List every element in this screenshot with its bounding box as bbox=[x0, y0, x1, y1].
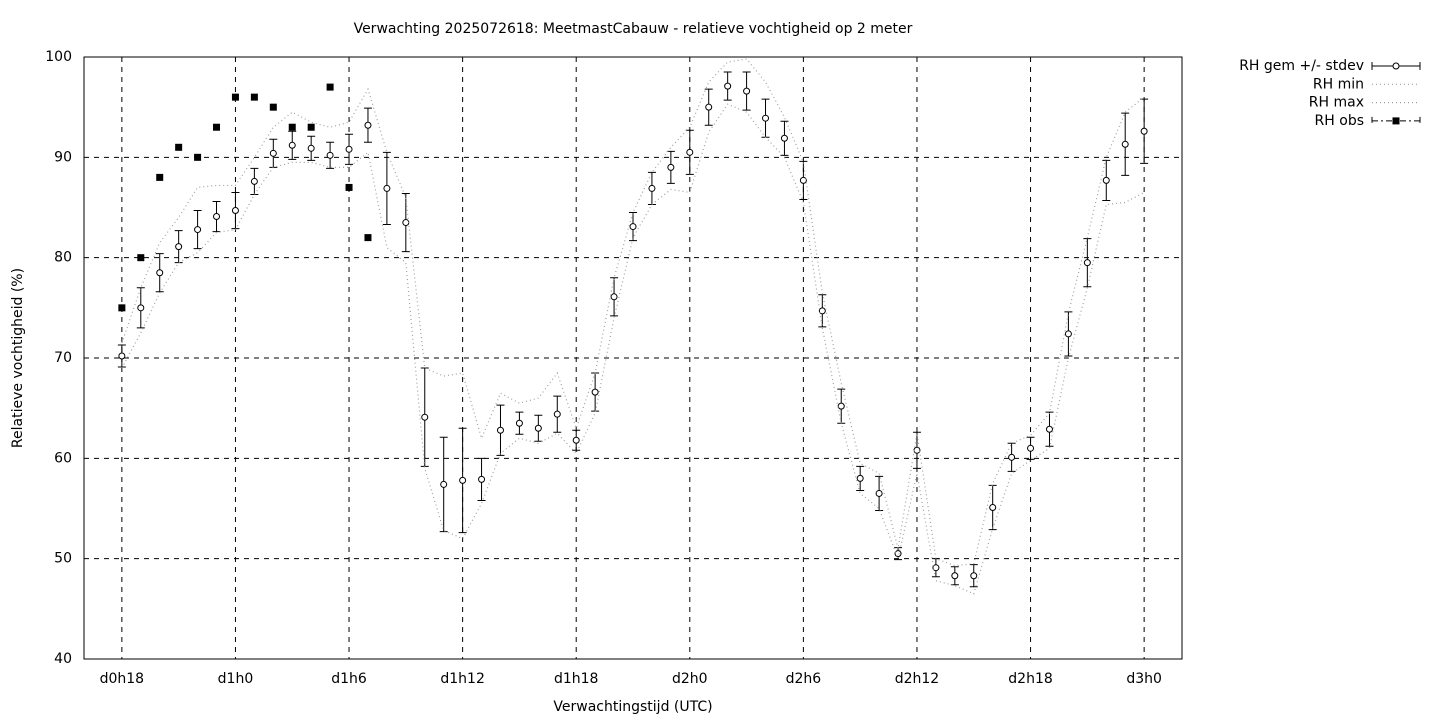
mean-point bbox=[269, 149, 277, 157]
obs-point bbox=[137, 254, 145, 262]
range-line bbox=[121, 58, 1145, 567]
mean-point bbox=[667, 163, 675, 171]
y-tick-label: 50 bbox=[54, 551, 72, 567]
mean-point bbox=[402, 219, 410, 227]
obs-point bbox=[194, 153, 202, 161]
mean-point bbox=[383, 184, 391, 192]
obs-point bbox=[326, 83, 334, 91]
mean-point bbox=[459, 476, 467, 484]
mean-point bbox=[743, 87, 751, 95]
obs-point bbox=[231, 93, 239, 101]
obs-point bbox=[175, 143, 183, 151]
y-axis-label: Relatieve vochtigheid (%) bbox=[10, 268, 26, 448]
mean-point bbox=[156, 269, 164, 277]
x-axis-label: Verwachtingstijd (UTC) bbox=[553, 699, 712, 715]
y-tick-label: 80 bbox=[54, 250, 72, 266]
x-tick-label: d1h0 bbox=[218, 671, 254, 687]
mean-point bbox=[610, 293, 618, 301]
mean-point bbox=[534, 424, 542, 432]
obs-point bbox=[250, 93, 258, 101]
mean-point bbox=[1008, 453, 1016, 461]
y-tick-label: 90 bbox=[54, 149, 72, 165]
mean-point bbox=[799, 176, 807, 184]
mean-point bbox=[421, 413, 429, 421]
x-tick-label: d2h12 bbox=[895, 671, 939, 687]
mean-point bbox=[762, 114, 770, 122]
x-tick-label: d2h18 bbox=[1008, 671, 1052, 687]
obs-point bbox=[288, 123, 296, 131]
y-tick-label: 100 bbox=[45, 49, 72, 65]
range-line bbox=[121, 103, 1145, 595]
mean-point bbox=[1083, 259, 1091, 267]
mean-point bbox=[175, 243, 183, 251]
mean-point bbox=[440, 480, 448, 488]
mean-point bbox=[231, 207, 239, 215]
legend-label: RH obs bbox=[1315, 113, 1364, 129]
mean-point bbox=[894, 550, 902, 558]
mean-point bbox=[724, 82, 732, 90]
y-tick-label: 70 bbox=[54, 350, 72, 366]
mean-point bbox=[118, 352, 126, 360]
mean-point bbox=[213, 213, 221, 221]
mean-point bbox=[591, 388, 599, 396]
mean-point bbox=[818, 307, 826, 315]
mean-point bbox=[496, 426, 504, 434]
mean-point bbox=[913, 446, 921, 454]
mean-point bbox=[875, 489, 883, 497]
x-tick-label: d1h18 bbox=[554, 671, 598, 687]
mean-point bbox=[686, 148, 694, 156]
obs-point bbox=[213, 123, 221, 131]
plot-frame bbox=[83, 56, 1183, 660]
obs-point bbox=[364, 234, 372, 242]
x-tick-label: d3h0 bbox=[1126, 671, 1162, 687]
mean-point bbox=[1102, 176, 1110, 184]
x-tick-label: d1h12 bbox=[440, 671, 484, 687]
x-tick-label: d2h0 bbox=[672, 671, 708, 687]
obs-point bbox=[307, 123, 315, 131]
mean-point bbox=[970, 572, 978, 580]
legend-marker bbox=[1392, 62, 1400, 70]
mean-point bbox=[553, 410, 561, 418]
legend-label: RH gem +/- stdev bbox=[1239, 58, 1364, 74]
x-tick-label: d0h18 bbox=[100, 671, 144, 687]
chart-title: Verwachting 2025072618: MeetmastCabauw -… bbox=[354, 21, 913, 37]
mean-point bbox=[1045, 425, 1053, 433]
mean-point bbox=[572, 436, 580, 444]
mean-point bbox=[1064, 330, 1072, 338]
mean-point bbox=[1027, 444, 1035, 452]
obs-point bbox=[156, 173, 164, 181]
y-tick-label: 60 bbox=[54, 450, 72, 466]
mean-point bbox=[951, 572, 959, 580]
mean-point bbox=[629, 223, 637, 231]
x-tick-label: d2h6 bbox=[786, 671, 822, 687]
mean-point bbox=[515, 419, 523, 427]
mean-point bbox=[478, 475, 486, 483]
x-tick-label: d1h6 bbox=[331, 671, 367, 687]
legend-label: RH min bbox=[1313, 76, 1364, 92]
legend-label: RH max bbox=[1309, 95, 1364, 111]
mean-point bbox=[989, 503, 997, 511]
mean-point bbox=[345, 145, 353, 153]
mean-point bbox=[326, 151, 334, 159]
mean-point bbox=[1121, 140, 1129, 148]
mean-point bbox=[288, 141, 296, 149]
mean-point bbox=[250, 177, 258, 185]
obs-point bbox=[118, 304, 126, 312]
mean-point bbox=[648, 184, 656, 192]
mean-point bbox=[307, 144, 315, 152]
mean-point bbox=[705, 103, 713, 111]
obs-point bbox=[269, 103, 277, 111]
mean-point bbox=[194, 226, 202, 234]
y-tick-label: 40 bbox=[54, 651, 72, 667]
mean-point bbox=[1140, 127, 1148, 135]
mean-point bbox=[137, 304, 145, 312]
mean-point bbox=[856, 474, 864, 482]
legend-marker bbox=[1392, 117, 1400, 125]
mean-point bbox=[837, 402, 845, 410]
obs-point bbox=[345, 183, 353, 191]
mean-point bbox=[364, 121, 372, 129]
mean-point bbox=[780, 134, 788, 142]
